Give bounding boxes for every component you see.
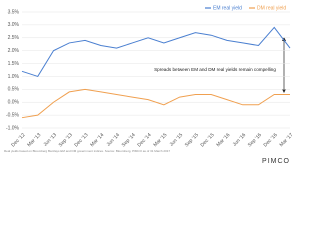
x-tick-label: Jun '14 bbox=[106, 132, 122, 148]
y-tick-label: 2.5% bbox=[8, 35, 20, 41]
x-tick-label: Sep '14 bbox=[121, 132, 137, 148]
x-tick-label: Mar '13 bbox=[26, 132, 42, 148]
annotation: Spreads between EM and DM real yields re… bbox=[154, 67, 276, 72]
x-tick-label: Dec '15 bbox=[200, 132, 216, 148]
series-line bbox=[21, 26, 291, 78]
y-tick-label: 1.0% bbox=[8, 74, 20, 80]
y-tick-label: 0.0% bbox=[8, 100, 20, 106]
x-tick-label: Mar '16 bbox=[215, 132, 231, 148]
x-tick-label: Jun '16 bbox=[232, 132, 248, 148]
y-tick-label: 3.0% bbox=[8, 22, 20, 28]
x-tick-label: Dec '13 bbox=[73, 132, 89, 148]
x-tick-label: Dec '16 bbox=[263, 132, 279, 148]
y-tick-label: 1.5% bbox=[8, 61, 20, 67]
x-tick-label: Mar '14 bbox=[89, 132, 105, 148]
logo: PIMCO bbox=[262, 158, 290, 165]
footnote: Real yields based on Bloomberg Barclays … bbox=[4, 149, 170, 153]
y-tick-label: -0.5% bbox=[6, 112, 20, 118]
x-tick-label: Sep '16 bbox=[247, 132, 263, 148]
x-tick-label: Mar '17 bbox=[279, 132, 295, 148]
x-tick-label: Jun '13 bbox=[42, 132, 58, 148]
chart: Spreads between EM and DM real yields re… bbox=[4, 5, 295, 165]
x-tick-label: Dec '14 bbox=[136, 132, 152, 148]
x-tick-label: Sep '15 bbox=[184, 132, 200, 148]
y-tick-label: 2.0% bbox=[8, 48, 20, 54]
x-tick-label: Jun '15 bbox=[169, 132, 185, 148]
series-line bbox=[21, 88, 290, 119]
x-tick-label: Mar '15 bbox=[152, 132, 168, 148]
x-tick-label: Sep '13 bbox=[58, 132, 74, 148]
y-tick-label: 3.5% bbox=[8, 9, 20, 15]
legend-label: DM real yield bbox=[257, 5, 286, 11]
legend-label: EM real yield bbox=[213, 5, 242, 11]
y-tick-label: -1.0% bbox=[6, 125, 20, 131]
y-tick-label: 0.5% bbox=[8, 87, 20, 93]
x-tick-label: Dec '12 bbox=[10, 132, 26, 148]
